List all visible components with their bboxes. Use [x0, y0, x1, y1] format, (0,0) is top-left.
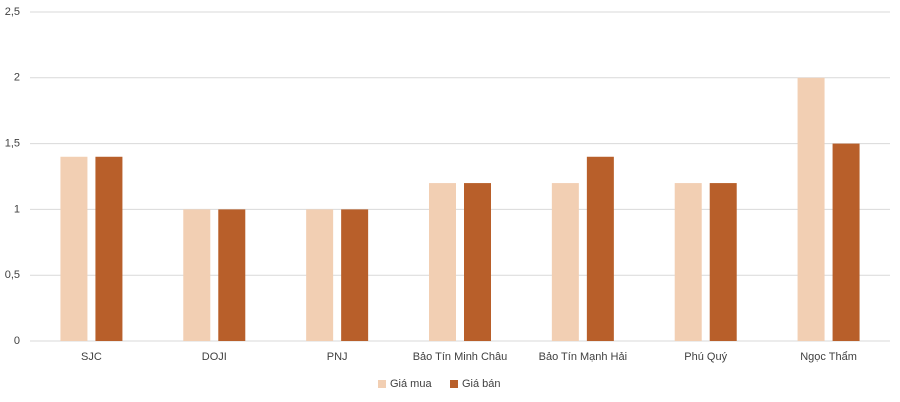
y-tick-label: 2 [14, 72, 20, 84]
x-tick-label: Phú Quý [684, 351, 727, 363]
x-tick-label: Bảo Tín Minh Châu [413, 351, 508, 363]
bar [797, 77, 825, 342]
x-tick-label: PNJ [327, 351, 348, 363]
x-tick-label: SJC [81, 351, 102, 363]
y-tick-label: 0,5 [5, 269, 20, 281]
legend-label: Giá mua [390, 378, 432, 390]
bar [306, 209, 334, 341]
bar [674, 183, 702, 341]
x-tick-label: Ngọc Thẩm [800, 351, 857, 363]
legend-swatch [378, 380, 386, 388]
bar [586, 156, 614, 341]
bar [832, 143, 860, 341]
y-tick-label: 0 [14, 335, 20, 347]
bar [709, 183, 737, 341]
bar [183, 209, 211, 341]
bar [60, 156, 88, 341]
x-tick-label: Bảo Tín Mạnh Hải [539, 351, 627, 363]
y-tick-label: 2,5 [5, 6, 20, 18]
bar [95, 156, 123, 341]
bar [551, 183, 579, 341]
y-tick-label: 1,5 [5, 138, 20, 150]
x-tick-label: DOJI [202, 351, 227, 363]
bar [464, 183, 491, 341]
bar [429, 183, 456, 341]
legend-label: Giá bán [462, 378, 501, 390]
legend-swatch [450, 380, 458, 388]
bar [341, 209, 369, 341]
y-tick-label: 1 [14, 203, 20, 215]
bar [218, 209, 246, 341]
